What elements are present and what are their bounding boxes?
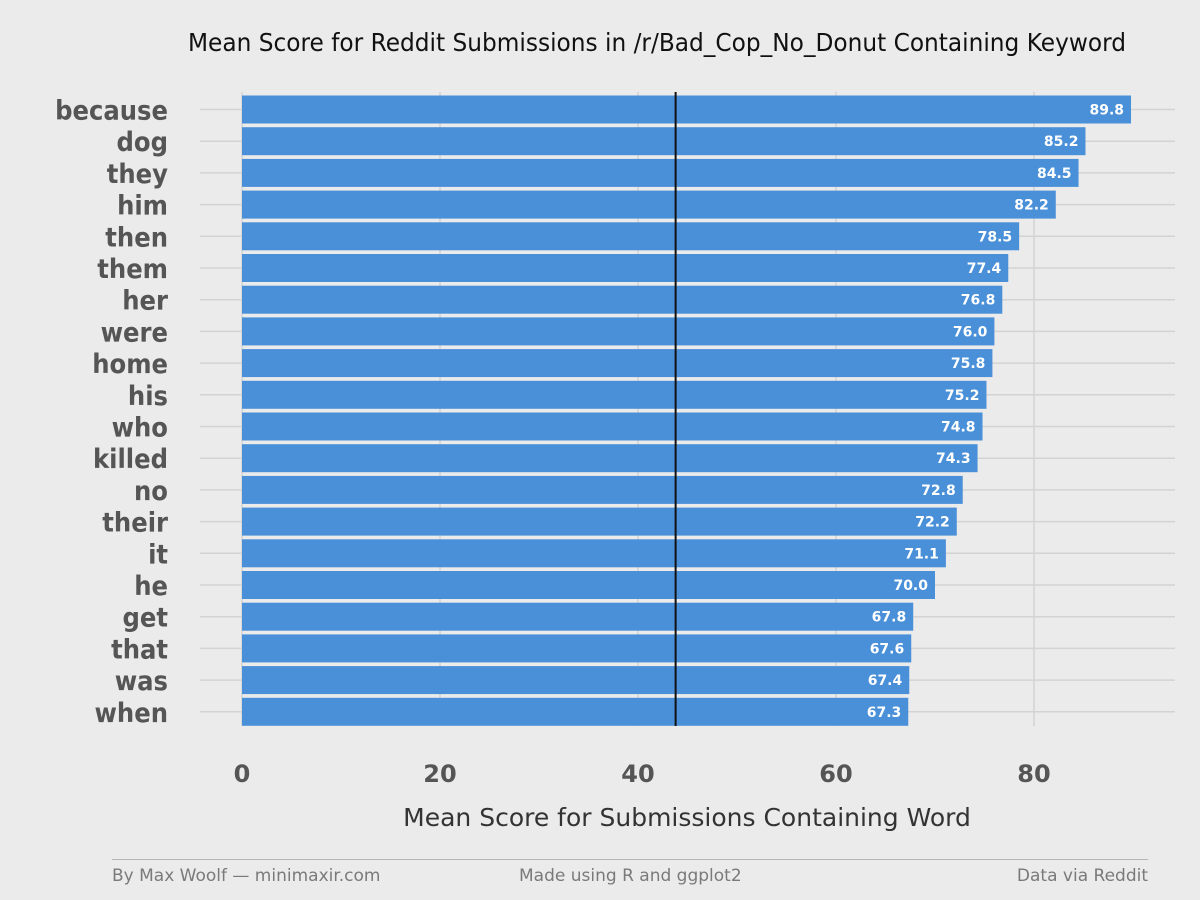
footer-source: Data via Reddit: [1016, 866, 1148, 886]
category-label: when: [94, 698, 168, 729]
bar: [242, 539, 946, 568]
category-label: their: [102, 508, 168, 539]
data-label: 74.3: [936, 451, 971, 467]
bar: [242, 254, 1009, 282]
bar: [242, 190, 1056, 219]
category-label: home: [92, 349, 168, 380]
category-label: it: [148, 539, 168, 570]
bar: [242, 475, 963, 504]
category-label: was: [115, 666, 168, 697]
data-label: 67.3: [867, 705, 902, 721]
x-tick-label: 80: [1017, 760, 1050, 788]
category-label: no: [134, 476, 168, 507]
data-label: 78.5: [978, 229, 1013, 245]
category-label: her: [122, 286, 168, 317]
footer-divider: [112, 859, 1148, 860]
chart-title: Mean Score for Reddit Submissions in /r/…: [188, 28, 1126, 57]
bar: [242, 697, 909, 726]
category-label: were: [101, 317, 168, 348]
data-label: 85.2: [1044, 134, 1079, 150]
category-label: them: [97, 254, 168, 285]
data-label: 72.2: [915, 515, 950, 531]
category-label: him: [117, 191, 168, 222]
footer-credit: By Max Woolf — minimaxir.com: [112, 866, 381, 886]
data-label: 75.8: [951, 356, 986, 372]
data-label: 70.0: [893, 578, 928, 594]
category-label: his: [128, 381, 168, 412]
data-label: 72.8: [921, 483, 956, 499]
x-tick-label: 40: [621, 760, 654, 788]
bar: [242, 634, 912, 663]
footer-tools: Made using R and ggplot2: [519, 866, 742, 886]
category-label: then: [105, 222, 168, 253]
data-label: 67.8: [872, 610, 907, 626]
bar: [242, 380, 987, 409]
bar: [242, 127, 1086, 156]
data-label: 82.2: [1014, 198, 1049, 214]
category-label: killed: [93, 444, 168, 475]
category-label: he: [134, 571, 168, 602]
x-tick-label: 60: [819, 760, 852, 788]
data-label: 77.4: [967, 261, 1002, 277]
category-label: because: [55, 96, 168, 127]
data-label: 76.8: [961, 293, 996, 309]
bar: [242, 507, 957, 536]
data-label: 67.4: [868, 673, 903, 689]
category-label: that: [111, 634, 168, 665]
bar: [242, 571, 935, 599]
data-label: 76.0: [953, 324, 988, 340]
bar: [242, 285, 1003, 314]
bar: [242, 95, 1132, 124]
bar: [242, 666, 910, 695]
category-label: who: [112, 413, 168, 444]
x-axis-label: Mean Score for Submissions Containing Wo…: [403, 803, 971, 832]
data-label: 75.2: [945, 388, 980, 404]
x-tick-label: 0: [234, 760, 251, 788]
data-label: 74.8: [941, 420, 976, 436]
category-label: they: [107, 159, 168, 190]
bar: [242, 222, 1020, 251]
data-label: 84.5: [1037, 166, 1072, 182]
bar: [242, 602, 914, 631]
category-label: get: [123, 603, 169, 634]
bar: [242, 444, 978, 473]
bar: [242, 412, 983, 441]
category-label: dog: [117, 127, 168, 158]
x-tick-label: 20: [423, 760, 456, 788]
data-label: 89.8: [1089, 103, 1124, 119]
bar: [242, 317, 995, 346]
bar: [242, 158, 1079, 187]
data-label: 67.6: [870, 641, 905, 657]
data-label: 71.1: [904, 546, 939, 562]
bar: [242, 349, 993, 378]
